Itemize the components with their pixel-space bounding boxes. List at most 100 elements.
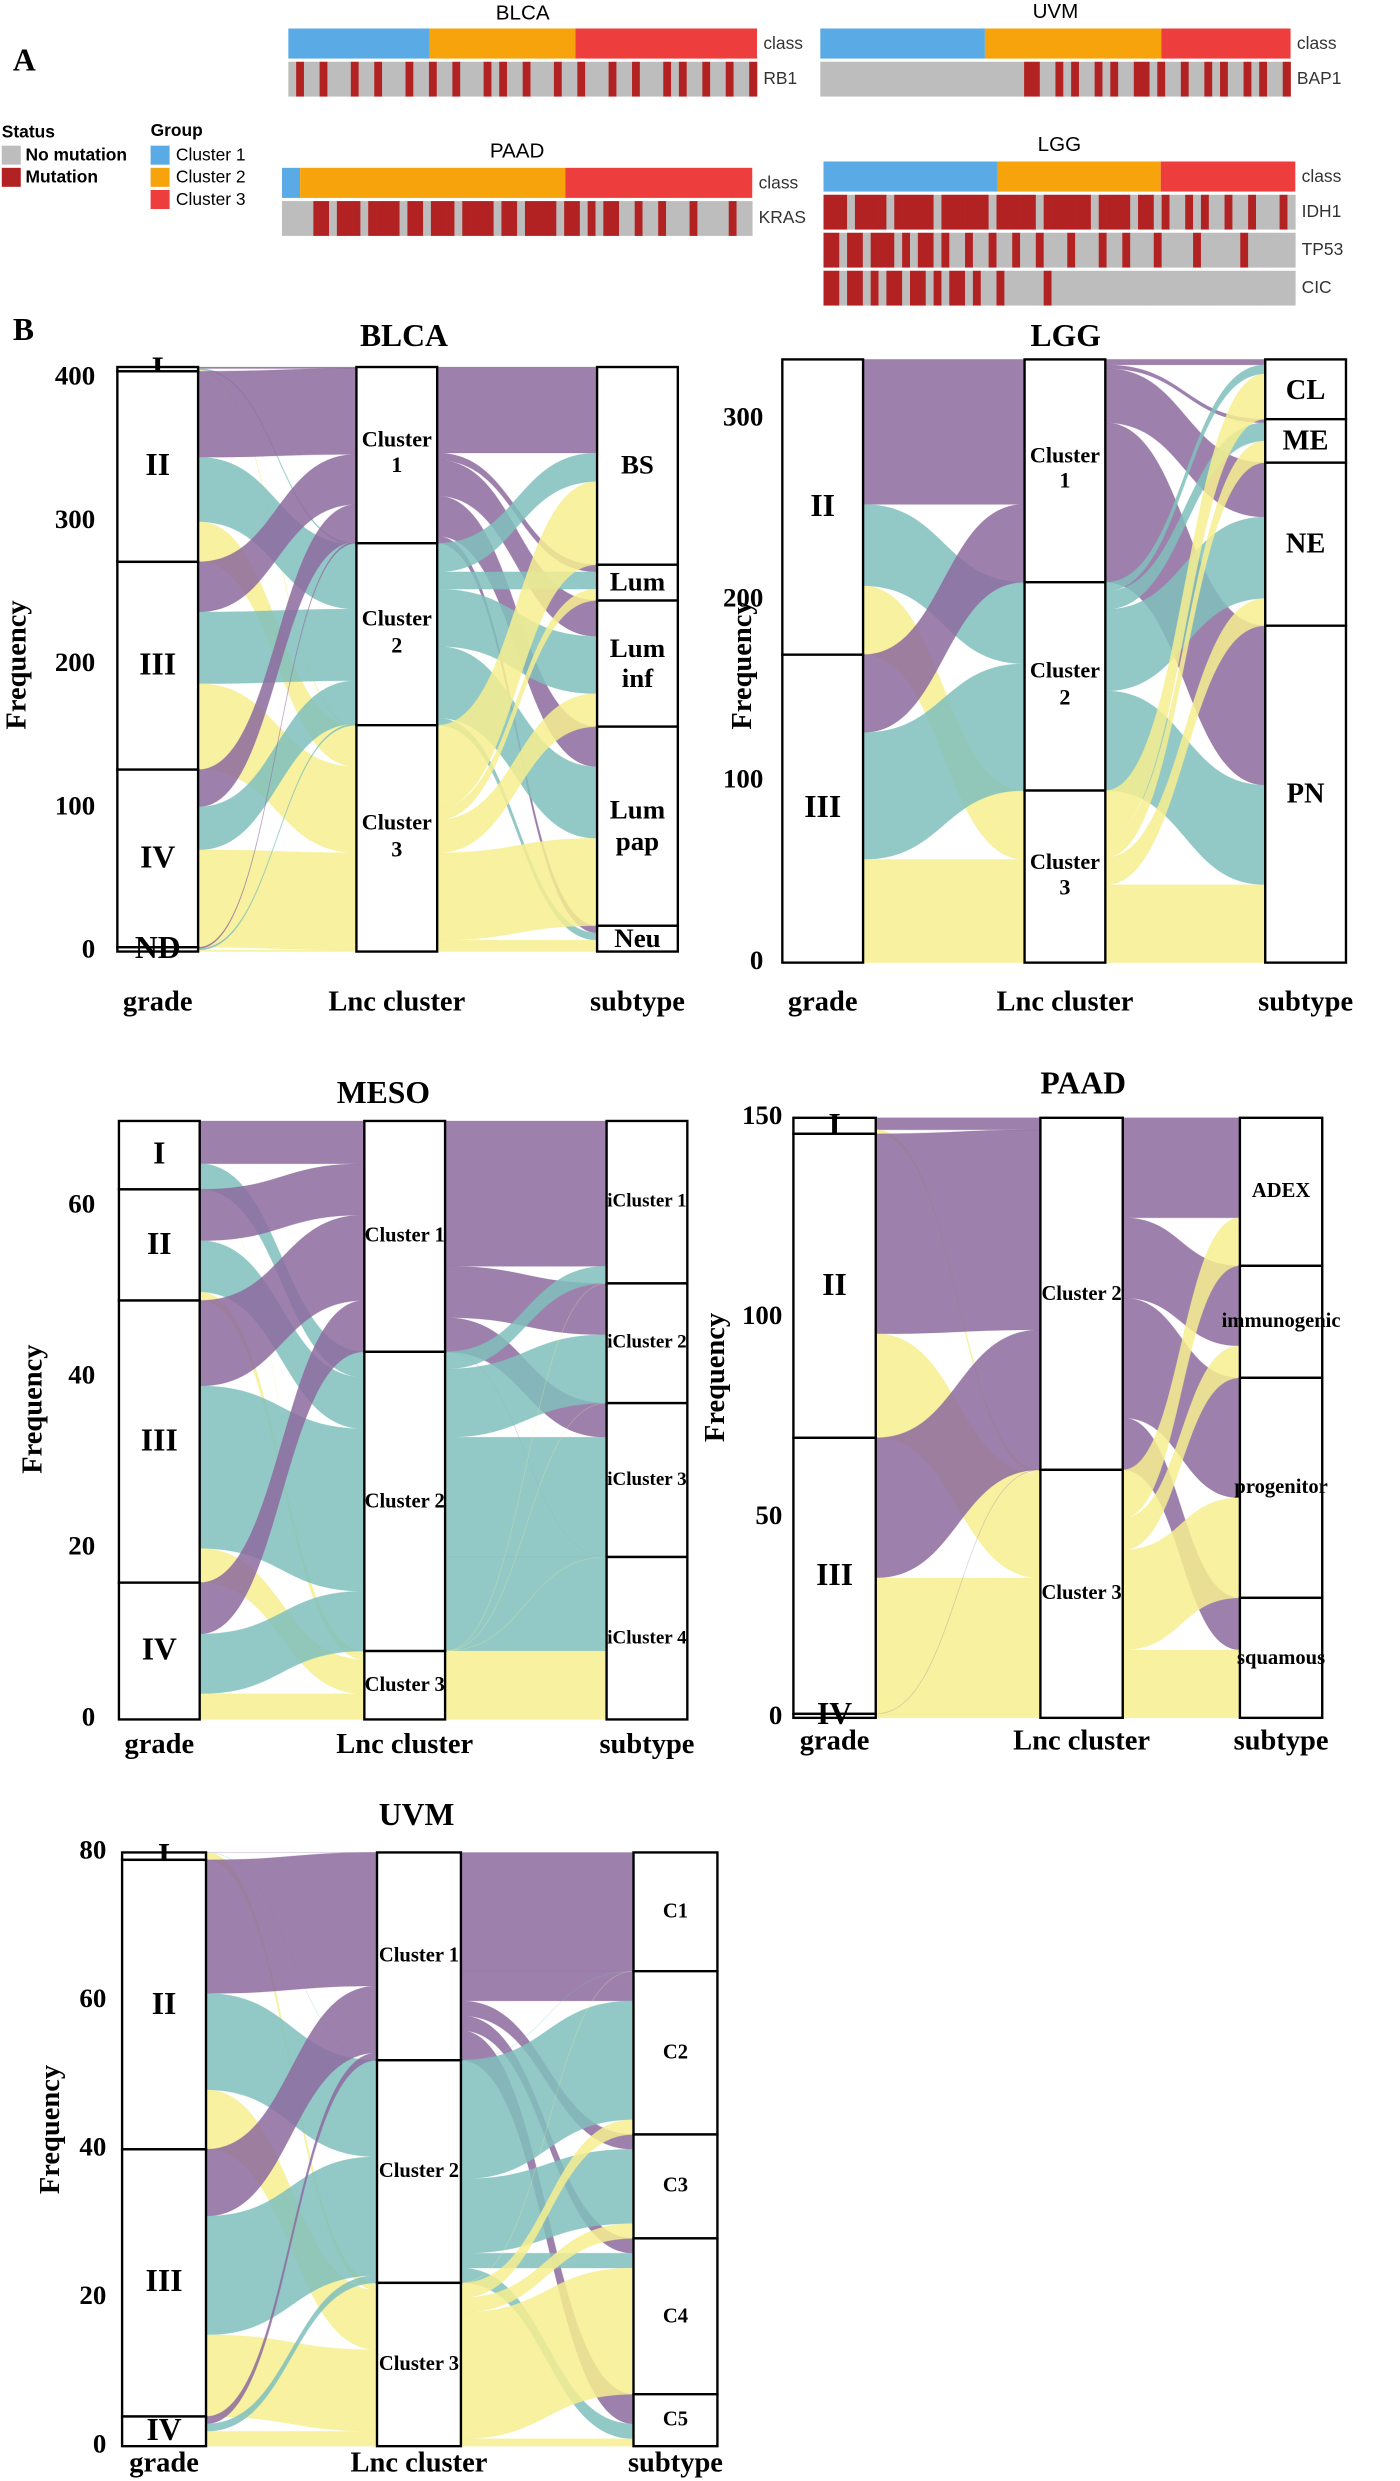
mutation-cell	[1004, 232, 1013, 268]
class-segment	[288, 28, 430, 59]
mutation-cell	[957, 232, 966, 268]
stratum	[1238, 1116, 1324, 1267]
mutation-cell	[603, 201, 612, 236]
stratum-label: III	[139, 647, 177, 683]
stratum	[1238, 1596, 1324, 1720]
mutation-cell	[532, 201, 541, 236]
mutation-cell	[430, 201, 440, 236]
mutation-cell	[894, 232, 903, 268]
mutation-cell	[1196, 61, 1205, 97]
flow	[199, 1693, 365, 1720]
mutation-cell	[875, 61, 884, 97]
stratum-label: C2	[662, 2039, 689, 2064]
mutation-cell	[1086, 61, 1095, 97]
stratum-label: NE	[1285, 527, 1326, 560]
mutation-cell	[870, 232, 879, 268]
mutation-cell	[839, 232, 848, 268]
stratum-label-box: Cluster 2	[379, 2158, 459, 2182]
mutation-cell	[311, 61, 320, 97]
mutation-cell	[1008, 61, 1017, 97]
mutation-cell	[467, 61, 477, 97]
stratum	[120, 1858, 208, 2151]
mutation-cell	[360, 201, 369, 236]
stratum	[792, 1132, 877, 1440]
y-tick-label: 100	[723, 764, 763, 794]
x-axis-label: grade	[123, 986, 193, 1017]
stratum-label: Lum	[609, 567, 666, 598]
mutation-cell	[749, 61, 758, 97]
stratum-label: III	[140, 1423, 178, 1459]
stratum-label: Cluster 3	[364, 1671, 445, 1696]
flow	[1104, 884, 1266, 964]
stratum-label-box: Cluster 3	[362, 813, 432, 862]
mutation-cell	[890, 61, 900, 97]
mutation-cell	[1153, 194, 1162, 230]
mutation-cell	[925, 232, 934, 268]
mutation-cell	[1255, 232, 1265, 268]
mutation-cell	[847, 194, 856, 230]
mutation-cell	[949, 194, 958, 230]
stratum-label-box: Cluster 2	[361, 608, 432, 658]
mutation-cell	[1122, 194, 1131, 230]
mutation-cell	[1020, 270, 1029, 306]
mutation-cell	[878, 232, 887, 268]
stratum	[116, 370, 200, 564]
stratum-label-box: II	[810, 489, 835, 524]
mutation-cell	[1193, 270, 1202, 306]
mutation-cell	[831, 194, 840, 230]
x-axis-label: subtype	[628, 2448, 723, 2479]
x-axis-label: subtype	[1234, 1726, 1329, 1757]
stratum-label-box: Cluster 1	[1030, 445, 1100, 494]
mutation-cell	[454, 201, 463, 236]
mutation-cell	[1114, 270, 1123, 306]
stratum	[1023, 789, 1107, 964]
mutation-cell	[1024, 61, 1033, 97]
mutation-cell	[327, 61, 336, 97]
mutation-cell	[1153, 232, 1162, 268]
gene-label: KRAS	[759, 207, 806, 227]
mutation-cell	[937, 61, 947, 97]
mutation-cell	[1027, 194, 1037, 230]
mutation-cell	[828, 61, 837, 97]
stratum-label-box: Cluster 3	[1041, 1580, 1121, 1604]
stratum-label: Cluster 2	[361, 608, 432, 658]
mutation-cell	[538, 61, 547, 97]
mutation-cell	[600, 61, 609, 97]
mutation-cell	[839, 270, 848, 306]
mutation-cell	[854, 270, 864, 306]
mutation-cell	[415, 201, 424, 236]
flow	[862, 858, 1025, 964]
mutation-cell	[383, 201, 393, 236]
mutation-cell	[436, 61, 445, 97]
flow	[197, 368, 357, 458]
stratum-label: PN	[1286, 777, 1325, 810]
mutation-cell	[335, 61, 344, 97]
mutation-cell	[847, 270, 856, 306]
mutation-cell	[1130, 194, 1139, 230]
mutation-cell	[1161, 194, 1170, 230]
y-tick-label: 60	[79, 1983, 106, 2013]
mutation-cell	[694, 61, 703, 97]
gene-label: CIC	[1302, 277, 1332, 297]
mutation-cell	[733, 61, 742, 97]
mutation-cell	[1193, 232, 1202, 268]
y-axis-label: Frequency	[2, 600, 33, 729]
stratum	[375, 2281, 463, 2448]
stratum-label: Neu	[614, 923, 661, 954]
x-axis-label: grade	[129, 2448, 199, 2479]
mutation-cell	[389, 61, 399, 97]
mutation-cell	[368, 201, 377, 236]
y-tick-label: 50	[755, 1500, 782, 1530]
stratum	[120, 2415, 208, 2448]
mutation-cell	[1169, 194, 1178, 230]
stratum-label: Cluster 1	[364, 1222, 445, 1247]
stratum-label: Cluster 2	[364, 1488, 445, 1512]
flow	[875, 1713, 1041, 1719]
mutation-cell	[1067, 232, 1076, 268]
mutation-cell	[1133, 61, 1142, 97]
mutation-cell	[1012, 270, 1021, 306]
y-axis-label: Frequency	[18, 1345, 49, 1474]
mutation-cell	[1035, 194, 1044, 230]
mutation-cell	[1271, 270, 1280, 306]
mutation-cell	[634, 201, 643, 236]
